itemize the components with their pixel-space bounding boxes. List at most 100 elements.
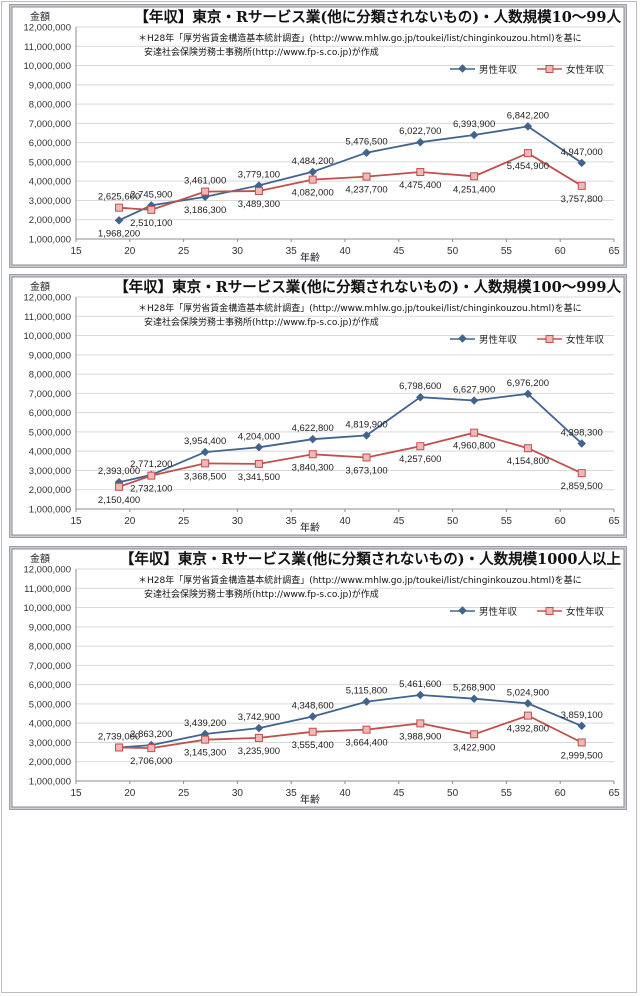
male-data-point [469,396,479,405]
female-data-label: 3,422,900 [453,742,495,753]
x-tick-label: 15 [70,788,82,799]
female-data-label: 3,757,800 [561,194,603,205]
male-data-point [416,137,425,147]
female-data-label: 3,341,500 [238,472,280,483]
female-data-point [362,172,371,181]
female-data-point [577,469,586,478]
female-data-label: 4,960,800 [453,441,495,452]
y-tick-label: 1,000,000 [29,777,71,788]
legend-female-marker [545,65,554,73]
female-data-label: 4,251,400 [453,184,495,195]
source-note-line1: ＊H28年「厚労省賃金構造基本統計調査」(http://www.mhlw.go.… [138,302,582,314]
x-axis-label: 年齢 [300,521,320,534]
female-data-point [416,442,425,451]
female-data-label: 2,625,600 [98,192,140,203]
chart-frame [11,6,625,266]
male-data-label: 4,484,200 [292,156,334,167]
female-data-label: 4,082,000 [292,188,334,199]
source-note-line2: 安達社会保険労務士事務所(http://www.fp-s.co.jp)が作成 [144,46,379,58]
male-data-point [114,216,124,225]
x-tick-label: 30 [232,516,244,527]
legend-female-label: 女性年収 [566,64,605,76]
y-tick-label: 7,000,000 [29,119,71,130]
y-tick-label: 12,000,000 [23,565,71,576]
female-data-point [147,471,156,480]
chart-large-establishments: 1,000,000 2,000,000 3,000,000 4,000,000 5,00… [11,548,625,808]
chart-frame [11,548,625,808]
x-tick-label: 45 [393,788,405,799]
y-tick-label: 5,000,000 [29,699,71,710]
female-series-line [118,152,583,211]
male-data-point [362,697,371,706]
male-data-point [362,431,371,440]
male-data-point [523,389,533,399]
x-tick-label: 25 [178,246,190,257]
male-data-label: 5,268,900 [453,683,495,694]
female-data-point [201,459,210,468]
female-data-label: 4,392,800 [507,724,549,735]
female-data-label: 3,145,300 [184,748,226,759]
x-tick-label: 65 [608,246,620,257]
y-tick-label: 1,000,000 [29,505,71,516]
x-tick-label: 35 [286,788,298,799]
male-data-label: 5,476,500 [345,137,387,148]
y-tick-label: 2,000,000 [29,485,71,496]
chart-small-establishments: 1,000,000 2,000,000 3,000,000 4,000,000 5,00… [11,6,625,266]
x-tick-label: 30 [232,246,244,257]
y-tick-label: 9,000,000 [29,80,71,91]
source-note-line2: 安達社会保険労務士事務所(http://www.fp-s.co.jp)が作成 [144,316,379,328]
x-tick-label: 55 [501,246,513,257]
female-data-point [147,744,156,753]
source-note-line1: ＊H28年「厚労省賃金構造基本統計調査」(http://www.mhlw.go.… [138,574,582,586]
male-data-label: 3,439,200 [184,718,226,729]
x-tick-label: 25 [178,788,190,799]
female-data-point [115,203,124,212]
x-tick-label: 65 [608,516,620,527]
y-tick-label: 2,000,000 [29,757,71,768]
male-data-label: 3,742,900 [238,712,280,723]
y-tick-label: 5,000,000 [29,427,71,438]
y-tick-label: 7,000,000 [29,661,71,672]
legend-female-label: 女性年収 [566,334,605,346]
male-data-label: 6,393,900 [453,119,495,130]
male-data-label: 2,863,200 [130,729,172,740]
y-tick-label: 2,000,000 [29,215,71,226]
male-data-label: 4,348,600 [292,700,334,711]
female-data-point [470,730,479,739]
male-data-label: 5,461,600 [399,679,441,690]
female-data-point [308,175,317,184]
female-data-label: 3,235,900 [238,746,280,757]
male-data-point [254,443,264,452]
x-tick-label: 45 [393,516,405,527]
female-data-label: 2,999,500 [561,750,603,761]
female-data-point [470,428,479,437]
female-data-label: 3,489,300 [238,199,280,210]
female-data-point [115,482,124,491]
y-tick-label: 9,000,000 [29,622,71,633]
y-tick-label: 8,000,000 [29,100,71,111]
male-data-label: 5,115,800 [346,686,388,697]
y-tick-label: 12,000,000 [23,23,71,34]
x-tick-label: 60 [555,246,567,257]
female-data-point [308,450,317,459]
female-data-label: 2,510,100 [130,218,172,229]
male-data-label: 4,947,000 [561,147,603,158]
y-tick-label: 8,000,000 [29,370,71,381]
male-data-label: 3,859,100 [561,710,603,721]
y-tick-label: 11,000,000 [24,42,71,53]
y-tick-label: 10,000,000 [23,331,71,342]
x-tick-label: 30 [232,788,244,799]
y-tick-label: 3,000,000 [29,466,71,477]
y-tick-label: 4,000,000 [29,719,71,730]
male-data-label: 5,024,900 [507,687,549,698]
legend-female-marker [545,607,554,615]
chart-panel-small: 1,000,000 2,000,000 3,000,000 4,000,000 5,00… [9,4,627,268]
legend-male-marker [458,64,467,73]
female-data-label: 3,461,000 [184,176,226,187]
x-tick-label: 60 [555,516,567,527]
female-data-label: 3,673,100 [345,465,387,476]
male-data-point [416,690,425,700]
y-tick-label: 4,000,000 [29,447,71,458]
y-tick-label: 8,000,000 [29,642,71,653]
x-tick-label: 20 [124,246,136,257]
